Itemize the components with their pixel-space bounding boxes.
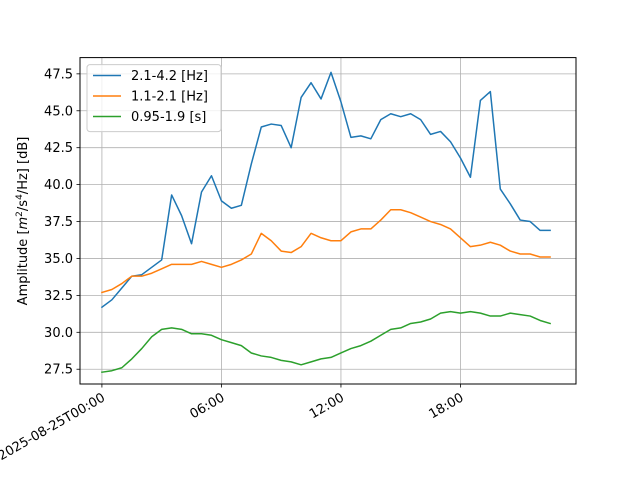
y-tick-label: 27.5	[44, 363, 73, 378]
legend-label: 0.95-1.9 [s]	[131, 110, 206, 125]
x-tick-label: 06:00	[187, 390, 227, 422]
y-axis-label-tail: /Hz] [dB]	[16, 137, 31, 195]
legend-box	[86, 64, 222, 133]
y-axis: 27.5 30.0 32.5 35.0 37.5 40.0 42.5 45.0 47.5	[44, 67, 80, 378]
legend: 2.1-4.2 [Hz] 1.1-2.1 [Hz] 0.95-1.9 [s]	[86, 64, 222, 133]
series-line-2	[101, 310, 552, 374]
y-tick-label: 40.0	[44, 178, 73, 193]
legend-label: 2.1-4.2 [Hz]	[131, 69, 208, 84]
y-tick-label: 47.5	[44, 67, 73, 82]
y-axis-label-exp4: 4	[15, 194, 25, 200]
y-tick-label: 45.0	[44, 104, 73, 119]
y-tick-label: 37.5	[44, 215, 73, 230]
y-axis-label: Amplitude [m2/s4/Hz] [dB]	[15, 137, 31, 306]
y-axis-label-mid: /s	[16, 200, 31, 211]
y-tick-label: 42.5	[44, 141, 73, 156]
y-axis-label-main: Amplitude [	[16, 229, 31, 305]
y-tick-label: 32.5	[44, 289, 73, 304]
y-tick-label: 30.0	[44, 326, 73, 341]
legend-label: 1.1-2.1 [Hz]	[131, 90, 208, 105]
series-line-1	[100, 208, 551, 294]
series-line-0	[100, 71, 551, 309]
series-lines	[100, 71, 552, 374]
x-tick-label: 2025-08-25T00:00	[0, 390, 108, 463]
x-tick-label: 12:00	[307, 390, 347, 422]
y-axis-label-exp2: 2	[15, 211, 25, 217]
y-tick-label: 35.0	[44, 252, 73, 267]
x-axis: 2025-08-25T00:00 06:00 12:00 18:00	[0, 384, 466, 464]
y-axis-label-m: m	[16, 217, 31, 230]
plot-frame	[79, 57, 577, 385]
x-tick-label: 18:00	[427, 390, 467, 422]
